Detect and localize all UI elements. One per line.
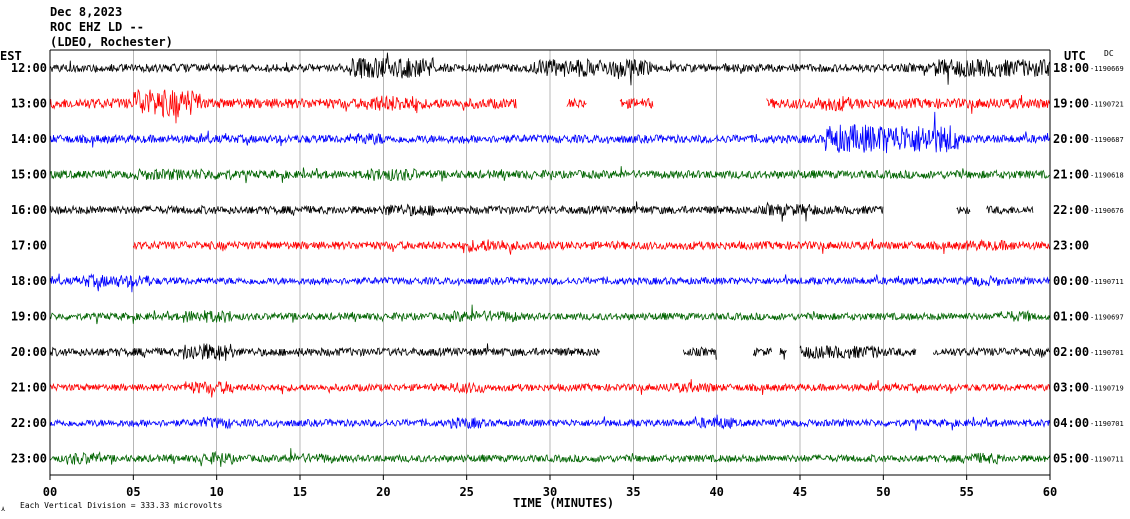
trace-segment: [132, 238, 1050, 255]
x-tick-label: 55: [959, 485, 973, 499]
trace-segment: [566, 97, 587, 109]
est-hour-label: 19:00: [11, 310, 47, 324]
trace-segment: [49, 201, 884, 222]
x-tick-label: 25: [459, 485, 473, 499]
header-date: Dec 8,2023: [50, 5, 122, 19]
utc-hour-label: 03:00: [1053, 381, 1089, 395]
trace-segment: [49, 273, 1050, 293]
header-station: ROC EHZ LD --: [50, 20, 144, 34]
dc-offset-label: -1190687: [1090, 136, 1124, 144]
utc-hour-label: 05:00: [1053, 452, 1089, 466]
est-hour-label: 20:00: [11, 345, 47, 359]
dc-offset-label: -1190669: [1090, 65, 1124, 73]
utc-hour-label: 20:00: [1053, 132, 1089, 146]
corner-mark-icon: ⋏: [0, 505, 6, 513]
trace-segment: [49, 414, 1050, 431]
utc-hour-label: 02:00: [1053, 345, 1089, 359]
dc-offset-label: -1190676: [1090, 207, 1124, 215]
utc-hour-label: 21:00: [1053, 168, 1089, 182]
dc-offset-label: -1190697: [1090, 314, 1124, 322]
x-tick-label: 30: [543, 485, 557, 499]
trace-row-1400: [49, 111, 1050, 154]
est-hour-label: 17:00: [11, 239, 47, 253]
seismic-traces: [49, 52, 1050, 467]
est-hour-label: 18:00: [11, 274, 47, 288]
trace-segment: [49, 448, 1050, 467]
trace-segment: [799, 345, 917, 360]
est-hour-label: 15:00: [11, 168, 47, 182]
trace-segment: [986, 205, 1034, 215]
trace-row-1600: [49, 201, 1034, 222]
right-axis-note: DC: [1104, 49, 1114, 58]
x-tick-label: 50: [876, 485, 890, 499]
trace-segment: [766, 94, 1050, 114]
trace-segment: [779, 348, 787, 360]
trace-segment: [49, 166, 1050, 184]
est-hour-label: 23:00: [11, 452, 47, 466]
trace-row-1500: [49, 166, 1050, 184]
trace-segment: [49, 88, 517, 124]
trace-segment: [932, 346, 1050, 358]
trace-row-2200: [49, 414, 1050, 431]
est-hour-label: 13:00: [11, 97, 47, 111]
est-hour-label: 22:00: [11, 416, 47, 430]
x-tick-label: 35: [626, 485, 640, 499]
trace-segment: [49, 111, 1050, 154]
x-tick-label: 05: [126, 485, 140, 499]
trace-row-2100: [49, 379, 1050, 398]
est-hour-label: 14:00: [11, 132, 47, 146]
x-tick-label: 40: [709, 485, 723, 499]
trace-segment: [682, 346, 717, 360]
utc-hour-label: 22:00: [1053, 203, 1089, 217]
utc-hour-label: 19:00: [1053, 97, 1089, 111]
dc-offset-label: -1190618: [1090, 172, 1124, 180]
trace-segment: [49, 379, 1050, 398]
right-axis-title: UTC: [1064, 49, 1086, 63]
x-tick-label: 10: [209, 485, 223, 499]
x-tick-label: 60: [1043, 485, 1057, 499]
est-hour-label: 16:00: [11, 203, 47, 217]
x-tick-label: 00: [43, 485, 57, 499]
trace-segment: [49, 304, 1050, 325]
utc-hour-label: 18:00: [1053, 61, 1089, 75]
dc-offset-label: -1190711: [1090, 456, 1124, 464]
dc-offset-label: -1190701: [1090, 349, 1124, 357]
trace-row-1800: [49, 273, 1050, 293]
header-network: (LDEO, Rochester): [50, 35, 173, 49]
trace-segment: [49, 52, 1050, 86]
trace-row-1900: [49, 304, 1050, 325]
dc-offset-label: -1190719: [1090, 385, 1124, 393]
dc-offset-label: -1190701: [1090, 420, 1124, 428]
left-axis-title: EST: [0, 49, 22, 63]
utc-hour-label: 00:00: [1053, 274, 1089, 288]
utc-hour-label: 04:00: [1053, 416, 1089, 430]
utc-hour-label: 01:00: [1053, 310, 1089, 324]
x-tick-label: 15: [293, 485, 307, 499]
dc-offset-label: -1190711: [1090, 278, 1124, 286]
x-axis-title: TIME (MINUTES): [513, 496, 614, 510]
est-hour-label: 12:00: [11, 61, 47, 75]
trace-segment: [752, 347, 772, 357]
utc-hour-label: 23:00: [1053, 239, 1089, 253]
dc-offset-label: -1190721: [1090, 101, 1124, 109]
trace-segment: [619, 97, 654, 109]
trace-segment: [49, 343, 600, 361]
x-tick-label: 45: [793, 485, 807, 499]
scale-note: Each Vertical Division = 333.33 microvol…: [20, 501, 222, 510]
est-hour-label: 21:00: [11, 381, 47, 395]
trace-row-1200: [49, 52, 1050, 86]
trace-row-1700: [132, 238, 1050, 255]
trace-row-2000: [49, 343, 1050, 361]
x-axis-ticks: 00 05 10 15 20 25 30 35 40 45 50 55 60: [43, 475, 1057, 499]
trace-row-2300: [49, 448, 1050, 467]
trace-row-1300: [49, 88, 1050, 124]
x-tick-label: 20: [376, 485, 390, 499]
trace-segment: [956, 206, 971, 215]
